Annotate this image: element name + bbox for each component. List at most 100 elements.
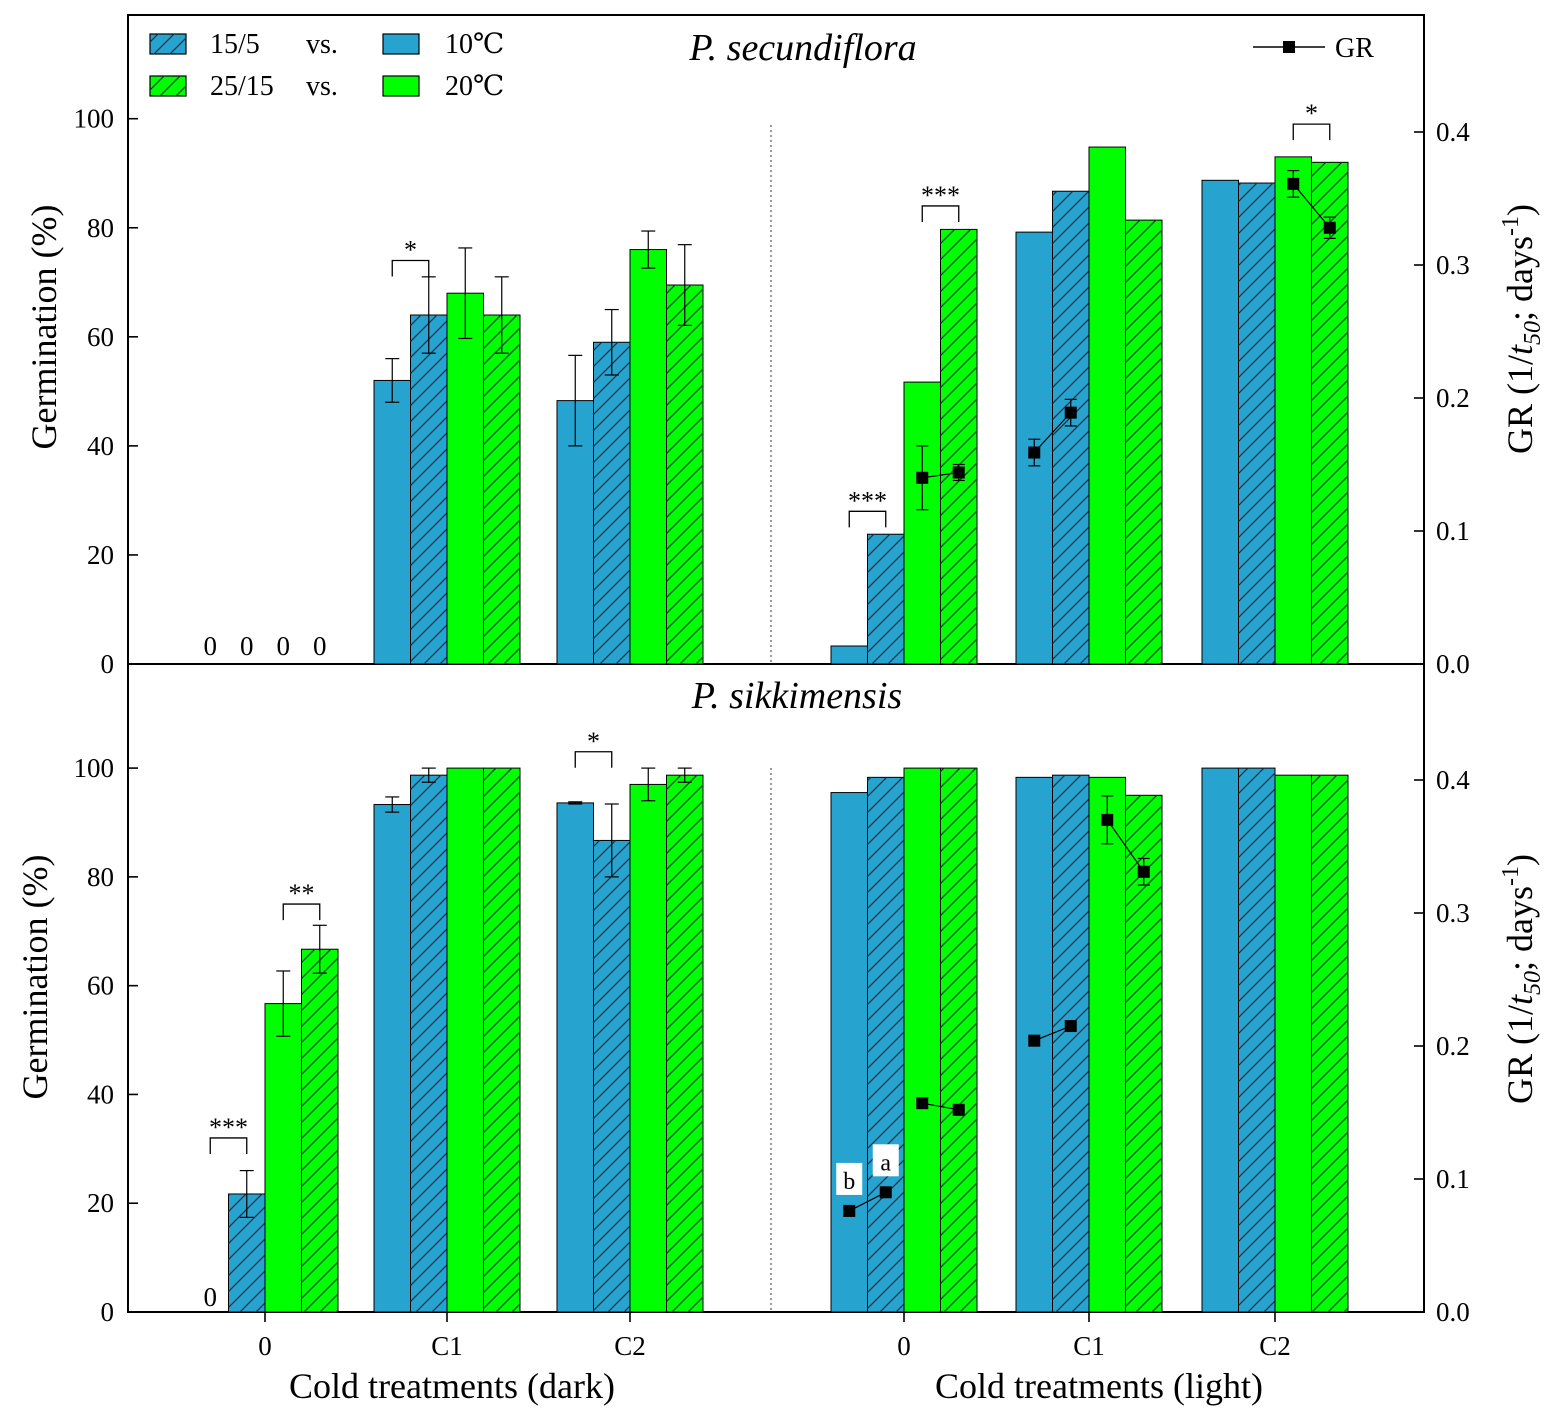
gr-line-1-1 (922, 1102, 959, 1111)
y-left-tick-label-1-100: 100 (74, 753, 115, 783)
legend-swatch-10c (382, 33, 420, 55)
gr-marker-0-2-0 (1287, 177, 1300, 190)
gr-letter-bg-0 (836, 1162, 863, 1195)
zero-label-0-3: 0 (313, 631, 327, 661)
bar-hatch-0-light-0-1 (867, 534, 904, 664)
gr-suffix: ) (1500, 854, 1540, 866)
bar-1-dark-2-0 (556, 802, 594, 1313)
y-axis-title-right-bottom: GR (1/t50; days-1) (1498, 854, 1546, 1104)
bar-hatch-0-dark-1-1 (410, 315, 447, 664)
y-right-tick-label-0-0.2: 0.2 (1436, 383, 1470, 413)
significance-label-0-2: *** (921, 181, 960, 210)
legend-label-15-5: 15/5 (210, 29, 260, 60)
legend-gr-marker (1283, 41, 1295, 53)
bar-1-light-2-2 (1274, 774, 1312, 1313)
panel-title-bottom: P. sikkimensis (691, 675, 902, 717)
bar-0-dark-2-2 (629, 249, 667, 665)
gr-line-0-1 (1033, 412, 1072, 453)
y-right-tick-label-0-0.3: 0.3 (1436, 250, 1470, 280)
legend-label-20c: 20℃ (445, 71, 504, 102)
bar-0-light-0-0 (830, 645, 868, 665)
legend-vs-2: vs. (306, 71, 338, 102)
gr-sup: -1 (1498, 866, 1524, 886)
gr-marker-1-1-0 (916, 1097, 929, 1110)
gr-marker-1-0-0 (843, 1204, 856, 1217)
significance-bracket-1-0 (209, 1137, 248, 1154)
significance-bracket-1-2 (574, 751, 613, 768)
axes-layer: 0 20 40 60 80 100 0.0 0.1 0.2 0.3 0.4 0 20 40 60 80 100 0… (74, 104, 1471, 1361)
x-tick-label-light-1: C1 (1073, 1331, 1105, 1361)
significance-label-1-1: ** (289, 879, 315, 908)
bar-hatch-1-dark-2-3 (666, 775, 703, 1312)
bar-hatch-0-light-1-1 (1052, 191, 1089, 664)
significance-bracket-0-0 (391, 259, 430, 277)
gr-marker-1-0-1 (879, 1186, 892, 1199)
x-tick-label-dark-0: 0 (258, 1331, 272, 1361)
bar-1-dark-2-2 (629, 783, 667, 1313)
gr-marker-0-2-1 (1323, 221, 1336, 234)
bar-hatch-0-dark-2-1 (593, 342, 630, 664)
bar-hatch-1-light-0-3 (940, 768, 977, 1312)
y-right-tick-label-1-0.2: 0.2 (1436, 1031, 1470, 1061)
significance-label-0-3: * (1305, 99, 1318, 128)
bar-1-dark-0-2 (264, 1003, 302, 1313)
bar-hatch-1-light-2-3 (1311, 775, 1348, 1312)
gr-line-0-2 (1292, 183, 1331, 229)
gr-mid: ; days (1500, 236, 1540, 321)
y-right-tick-label-0-0.0: 0.0 (1436, 649, 1470, 679)
legend-label-25-15: 25/15 (210, 71, 274, 102)
bar-1-dark-1-2 (446, 767, 484, 1313)
legend: 15/5 vs. 10℃ 25/15 vs. 20℃ GR (149, 29, 1374, 102)
gr-sub: 50 (1520, 971, 1546, 995)
legend-label-10c: 10℃ (445, 29, 504, 60)
bar-0-light-0-2 (903, 381, 941, 665)
gr-marker-0-0-0 (916, 471, 929, 484)
gr-marker-0-0-1 (952, 466, 965, 479)
bar-hatch-0-light-1-3 (1125, 220, 1162, 664)
gr-marker-1-3-0 (1101, 813, 1114, 826)
annotation-layer: 0 0 0 0********0ba****** (204, 99, 1336, 1312)
y-left-tick-label-1-60: 60 (87, 971, 114, 1001)
gr-line-1-3 (1106, 819, 1145, 873)
legend-label-gr: GR (1335, 33, 1374, 64)
y-left-tick-label-1-20: 20 (87, 1188, 114, 1218)
legend-swatch-20c (382, 75, 420, 97)
y-axis-title-right-top: GR (1/t50; days-1) (1498, 204, 1546, 454)
x-tick-label-light-2: C2 (1259, 1331, 1291, 1361)
y-left-tick-label-0-80: 80 (87, 213, 114, 243)
gr-marker-1-1-1 (952, 1103, 965, 1116)
y-right-tick-label-1-0.4: 0.4 (1436, 765, 1470, 795)
significance-label-0-1: *** (848, 486, 887, 515)
significance-label-1-2: * (587, 727, 600, 756)
gr-prefix: GR (1/ (1500, 355, 1540, 454)
bar-hatch-0-dark-1-3 (483, 315, 520, 664)
gr-marker-1-2-1 (1064, 1020, 1077, 1033)
gr-marker-0-1-0 (1028, 446, 1041, 459)
x-axis-title-light: Cold treatments (light) (935, 1366, 1263, 1406)
x-axis-title-dark: Cold treatments (dark) (289, 1366, 615, 1406)
gr-line-1-0 (848, 1191, 887, 1212)
bar-hatch-0-light-0-3 (940, 229, 977, 664)
y-left-tick-label-1-0: 0 (101, 1297, 115, 1327)
zero-label-0-1: 0 (240, 631, 254, 661)
legend-vs-1: vs. (306, 29, 338, 60)
significance-bracket-1-1 (282, 903, 321, 921)
x-tick-label-dark-1: C1 (431, 1331, 463, 1361)
zero-label-1-0: 0 (204, 1282, 218, 1312)
y-left-tick-label-0-60: 60 (87, 322, 114, 352)
bar-hatch-1-dark-1-1 (410, 775, 447, 1312)
gr-line-1-2 (1034, 1025, 1071, 1042)
bar-0-dark-1-0 (373, 379, 411, 665)
gr-letter-bg-1 (872, 1144, 899, 1177)
bar-hatch-1-dark-2-1 (593, 840, 630, 1312)
bar-1-light-0-0 (830, 792, 868, 1313)
gr-sub: 50 (1520, 321, 1546, 345)
bar-hatch-0-light-2-3 (1311, 162, 1348, 664)
bar-hatch-0-light-2-1 (1238, 183, 1275, 664)
gr-marker-0-1-1 (1064, 406, 1077, 419)
zero-label-0-0: 0 (204, 631, 218, 661)
bar-hatch-1-light-0-1 (867, 777, 904, 1312)
y-right-tick-label-0-0.1: 0.1 (1436, 516, 1470, 546)
y-left-tick-label-0-100: 100 (74, 104, 115, 134)
